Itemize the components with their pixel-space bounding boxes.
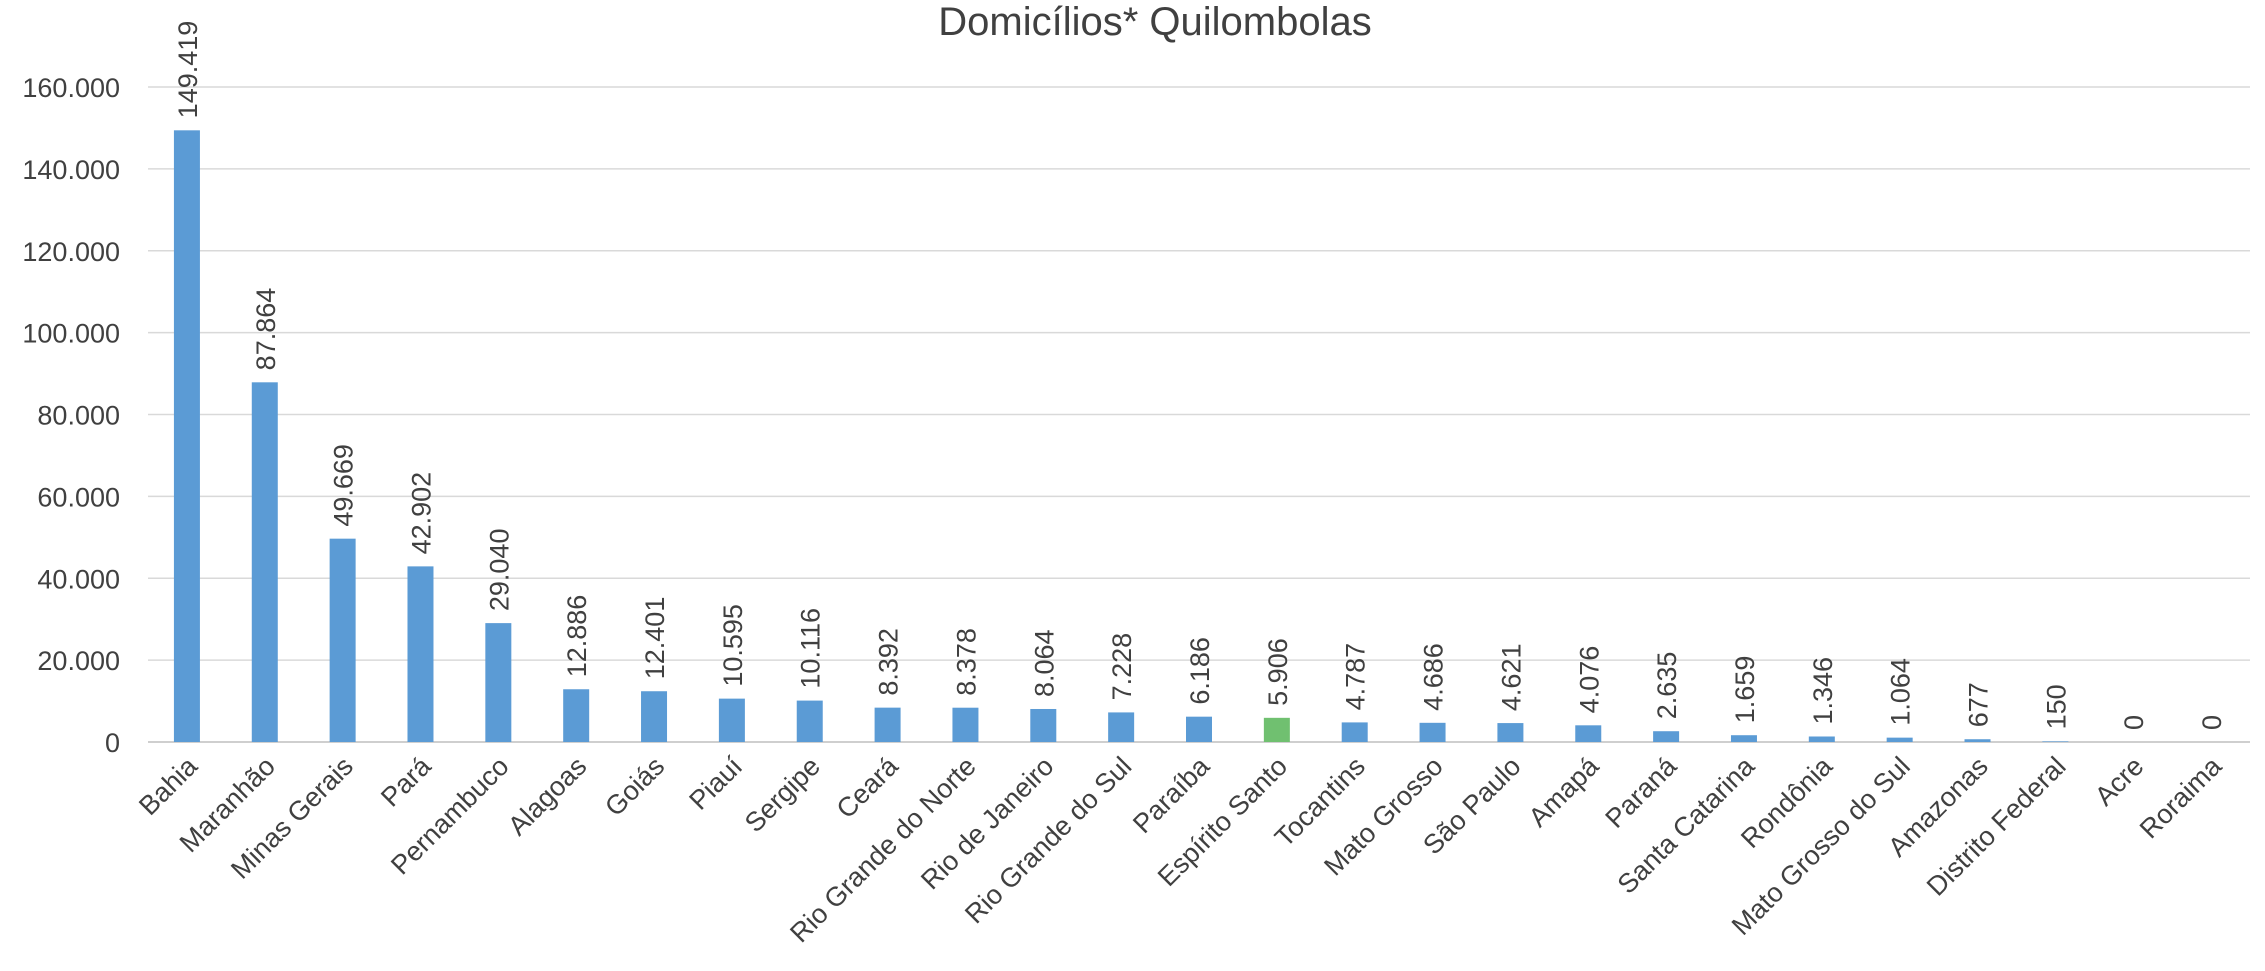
y-tick-label: 20.000 (37, 646, 120, 676)
bar (1653, 731, 1680, 742)
category-label: Goiás (599, 751, 670, 822)
bar (485, 623, 512, 742)
bar (1886, 737, 1913, 742)
y-tick-label: 80.000 (37, 401, 120, 431)
data-label: 8.378 (951, 628, 981, 696)
bar (1964, 739, 1991, 742)
category-label: Pará (375, 750, 437, 812)
bar (641, 691, 668, 742)
category-label: Amapá (1523, 750, 1605, 832)
bar (1030, 708, 1057, 742)
category-label: Rio de Janeiro (915, 751, 1059, 895)
bar (1263, 717, 1290, 742)
data-label: 4.076 (1574, 646, 1604, 714)
data-label: 10.116 (796, 608, 826, 689)
data-label: 7.228 (1107, 633, 1137, 701)
data-label: 8.064 (1029, 629, 1059, 697)
category-label: Roraima (2134, 750, 2228, 844)
data-label: 4.686 (1419, 643, 1449, 711)
category-label: Bahia (133, 750, 204, 821)
data-label: 0 (2119, 715, 2149, 730)
y-tick-label: 100.000 (22, 319, 120, 349)
data-label: 87.864 (251, 288, 281, 371)
bar (718, 698, 745, 742)
y-tick-label: 160.000 (22, 73, 120, 103)
bar (329, 538, 356, 742)
bar (1575, 725, 1602, 742)
bar (173, 130, 200, 742)
data-label: 2.635 (1652, 652, 1682, 720)
data-label: 10.595 (718, 604, 748, 687)
data-label: 6.186 (1185, 637, 1215, 705)
category-label: Santa Catarina (1612, 750, 1761, 899)
bar (1808, 736, 1835, 742)
data-label: 1.659 (1730, 656, 1760, 724)
chart-title: Domicílios* Quilombolas (938, 0, 1371, 44)
y-axis-tick-labels: 0 20.000 40.000 60.000 80.000 100.000 120.000 1… (22, 73, 120, 758)
data-label: 1.346 (1808, 657, 1838, 725)
y-tick-label: 0 (105, 728, 120, 758)
bar (1341, 722, 1368, 742)
data-label: 4.621 (1496, 644, 1526, 712)
bar (874, 707, 901, 742)
data-label: 12.886 (562, 595, 592, 678)
data-label: 49.669 (329, 444, 359, 527)
bar (1419, 722, 1446, 742)
category-label: Sergipe (739, 751, 826, 838)
data-label: 150 (2041, 684, 2071, 729)
y-tick-label: 60.000 (37, 482, 120, 512)
bar (407, 566, 434, 742)
data-label: 8.392 (874, 628, 904, 696)
data-label: 0 (2197, 715, 2227, 730)
data-label: 1.064 (1886, 658, 1916, 726)
data-label: 4.787 (1341, 643, 1371, 711)
category-label: Distrito Federal (1921, 751, 2072, 902)
category-label: Acre (2089, 751, 2149, 811)
bar (1730, 735, 1757, 742)
bar (251, 382, 278, 742)
category-label: Piauí (683, 751, 748, 816)
data-label: 29.040 (484, 529, 514, 612)
bar (2042, 741, 2069, 742)
bar (1108, 712, 1135, 742)
bar (563, 689, 590, 742)
bar (796, 700, 823, 742)
category-label: Alagoas (502, 751, 592, 841)
data-label: 677 (1964, 682, 1994, 727)
y-tick-label: 140.000 (22, 155, 120, 185)
data-label: 5.906 (1263, 638, 1293, 706)
data-label: 12.401 (640, 597, 670, 680)
category-label: Ceará (831, 750, 905, 824)
y-tick-label: 40.000 (37, 564, 120, 594)
data-label: 42.902 (406, 472, 436, 555)
data-labels: 149.419 87.864 49.669 42.902 29.040 12.886 12.… (173, 21, 2227, 730)
y-tick-label: 120.000 (22, 237, 120, 267)
bars (173, 130, 2069, 742)
data-label: 149.419 (173, 21, 203, 119)
bar (952, 707, 979, 742)
bar (1186, 716, 1212, 742)
bar (1497, 723, 1524, 742)
